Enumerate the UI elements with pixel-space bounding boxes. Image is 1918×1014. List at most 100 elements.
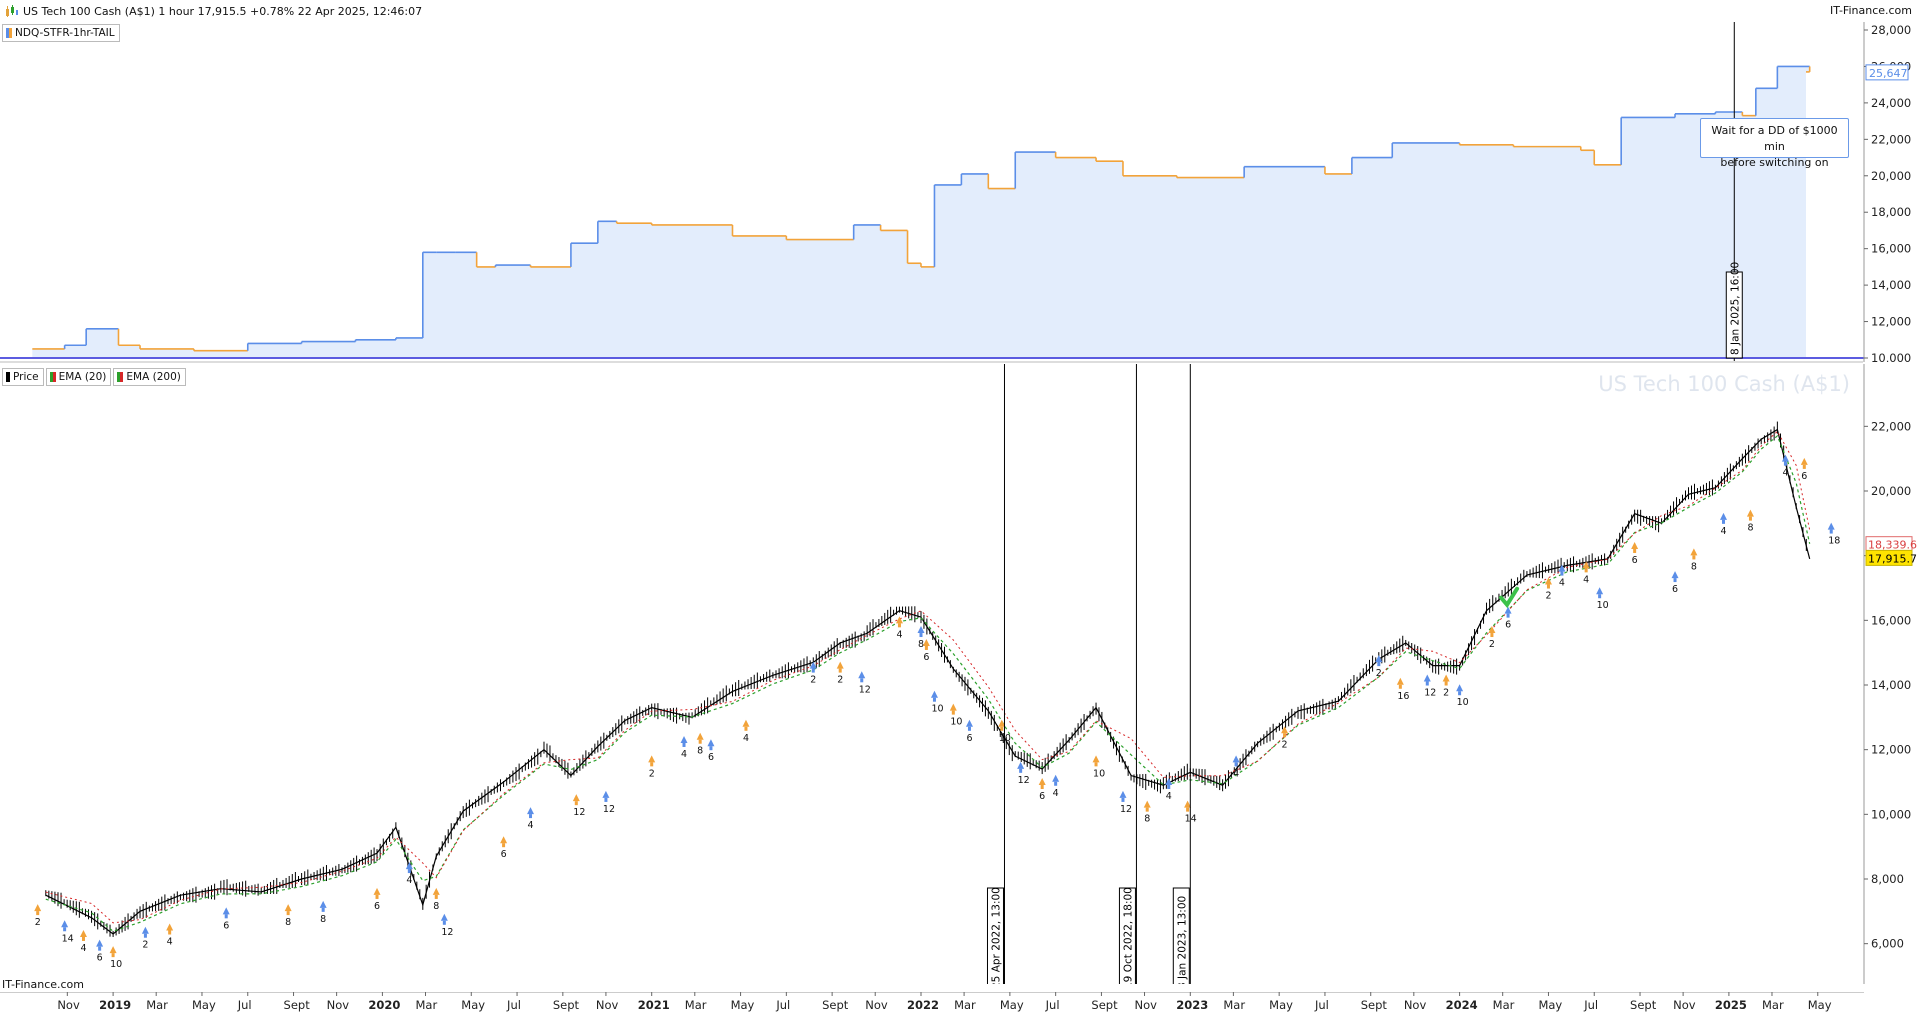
signal-count-label: 2: [1489, 639, 1495, 650]
signal-count-label: 6: [374, 901, 380, 912]
signal-arrow: [1165, 778, 1173, 785]
signal-arrow-stem: [1829, 529, 1833, 534]
equity-y-tick-label: 16,000: [1871, 242, 1911, 256]
signal-count-label: 4: [167, 937, 173, 948]
signal-count-label: 4: [80, 943, 86, 954]
time-tick-label: May: [731, 998, 755, 1012]
price-y-tick-label: 14,000: [1871, 678, 1911, 692]
price-y-tick-label: 22,000: [1871, 419, 1911, 433]
signal-arrow-stem: [1598, 594, 1602, 599]
signal-arrow-stem: [502, 843, 506, 848]
signal-count-label: 10: [1597, 600, 1609, 611]
legend-equity-label: NDQ-STFR-1hr-TAIL: [15, 27, 115, 39]
legend-item-ema200[interactable]: EMA (200): [113, 368, 186, 386]
price-y-tick-label: 8,000: [1871, 872, 1904, 886]
signal-arrow-stem: [1490, 633, 1494, 638]
signal-arrow-stem: [1425, 681, 1429, 686]
ema20-line: [45, 434, 1811, 932]
equity-last-value-label: 25,647: [1869, 67, 1908, 80]
price-panel[interactable]: 2 14 4 6 10 2 4 6 8 8 6 4 8 12 6 4 12 12 2 4 8 6 4 2 2 12 4 8 6 10 10 6…: [0, 364, 1918, 994]
signal-arrow: [1544, 577, 1552, 585]
signal-arrow: [1746, 509, 1754, 517]
signal-count-label: 4: [743, 733, 749, 744]
panel-divider[interactable]: [0, 361, 1863, 363]
annotation-box[interactable]: Wait for a DD of $1000 min before switch…: [1700, 118, 1849, 169]
equity-panel[interactable]: 28,00026,00024,00022,00020,00018,00016,0…: [0, 22, 1918, 365]
signal-count-label: 2: [142, 940, 148, 951]
signal-count-label: 2: [810, 675, 816, 686]
signal-count-label: 2: [837, 675, 843, 686]
signal-count-label: 6: [501, 849, 507, 860]
signal-arrow: [836, 661, 844, 669]
annotation-line-1: Wait for a DD of $1000 min: [1711, 124, 1838, 153]
equity-marker-box: [1725, 271, 1743, 359]
signal-arrow-stem: [1398, 684, 1402, 689]
signal-arrow: [680, 735, 688, 743]
signal-arrow-stem: [1506, 613, 1510, 618]
time-tick-label: Mar: [146, 998, 168, 1012]
signal-arrow: [284, 904, 292, 912]
signal-arrow-stem: [838, 668, 842, 673]
time-tick-label: Nov: [1135, 998, 1158, 1012]
signal-arrow: [500, 836, 508, 844]
signal-arrow: [1232, 755, 1240, 763]
legend-item-price[interactable]: Price: [2, 368, 44, 386]
equity-legend[interactable]: NDQ-STFR-1hr-TAIL: [2, 24, 120, 42]
time-tick-label: Nov: [1404, 998, 1427, 1012]
signal-arrow: [809, 661, 817, 669]
signal-arrow-stem: [407, 869, 411, 874]
signal-count-label: 8: [918, 639, 924, 650]
signal-count-label: 2: [649, 768, 655, 779]
signal-arrow: [1456, 684, 1464, 692]
signal-arrow: [572, 794, 580, 802]
signal-count-label: 16: [1397, 691, 1409, 702]
signal-arrow: [96, 939, 104, 947]
instrument-watermark: US Tech 100 Cash (A$1): [1598, 372, 1850, 396]
signal-arrow-stem: [897, 623, 901, 628]
time-tick-label: Sept: [1630, 998, 1657, 1012]
annotation-line-2: before switching on: [1720, 156, 1829, 169]
time-tick-label: Nov: [596, 998, 619, 1012]
time-axis[interactable]: Nov 2019 Mar May Jul Sept Nov 2020 Mar May Jul Sept…: [0, 992, 1918, 1014]
signal-arrow-stem: [1748, 516, 1752, 521]
signal-arrow: [917, 626, 925, 634]
legend-item-equity[interactable]: NDQ-STFR-1hr-TAIL: [2, 24, 120, 42]
time-tick-label: Jul: [237, 998, 252, 1012]
signal-count-label: 6: [923, 652, 929, 663]
signal-arrow: [949, 703, 957, 711]
signal-arrow: [1184, 800, 1192, 808]
signal-arrow-stem: [951, 710, 955, 715]
signal-arrow: [858, 671, 866, 679]
signal-arrow-stem: [81, 936, 85, 941]
signal-count-label: 8: [1144, 814, 1150, 825]
signal-arrow: [79, 929, 87, 937]
time-tick-label: Jul: [1314, 998, 1329, 1012]
price-y-tick-label: 16,000: [1871, 613, 1911, 627]
signal-arrow-stem: [1019, 768, 1023, 773]
equity-chart[interactable]: 28,00026,00024,00022,00020,00018,00016,0…: [0, 22, 1918, 365]
legend-item-ema20[interactable]: EMA (20): [45, 368, 112, 386]
signal-count-label: 6: [1632, 555, 1638, 566]
signal-arrow: [222, 907, 230, 915]
time-tick-label: Mar: [954, 998, 976, 1012]
signal-arrow-stem: [574, 801, 578, 806]
signal-arrow-stem: [682, 742, 686, 747]
signal-count-label: 6: [1039, 791, 1045, 802]
time-tick-label: 2023: [1176, 998, 1208, 1012]
signal-arrow: [648, 755, 656, 763]
time-tick-label: Sept: [284, 998, 311, 1012]
price-legend[interactable]: Price EMA (20) EMA (200): [2, 368, 186, 386]
candlestick-logo-icon: [6, 5, 18, 17]
signal-count-label: 2: [1282, 739, 1288, 750]
time-tick-label: Sept: [822, 998, 849, 1012]
signal-arrow: [1800, 457, 1808, 465]
signal-arrow-stem: [442, 920, 446, 925]
signal-arrow-stem: [604, 797, 608, 802]
signal-arrow: [922, 638, 930, 646]
brand-label[interactable]: IT-Finance.com: [1830, 4, 1912, 17]
signal-arrow: [1092, 755, 1100, 763]
signal-arrow-stem: [434, 894, 438, 899]
chart-header: US Tech 100 Cash (A$1) 1 hour 17,915.5 +…: [0, 0, 1918, 22]
signal-count-label: 4: [1782, 468, 1788, 479]
